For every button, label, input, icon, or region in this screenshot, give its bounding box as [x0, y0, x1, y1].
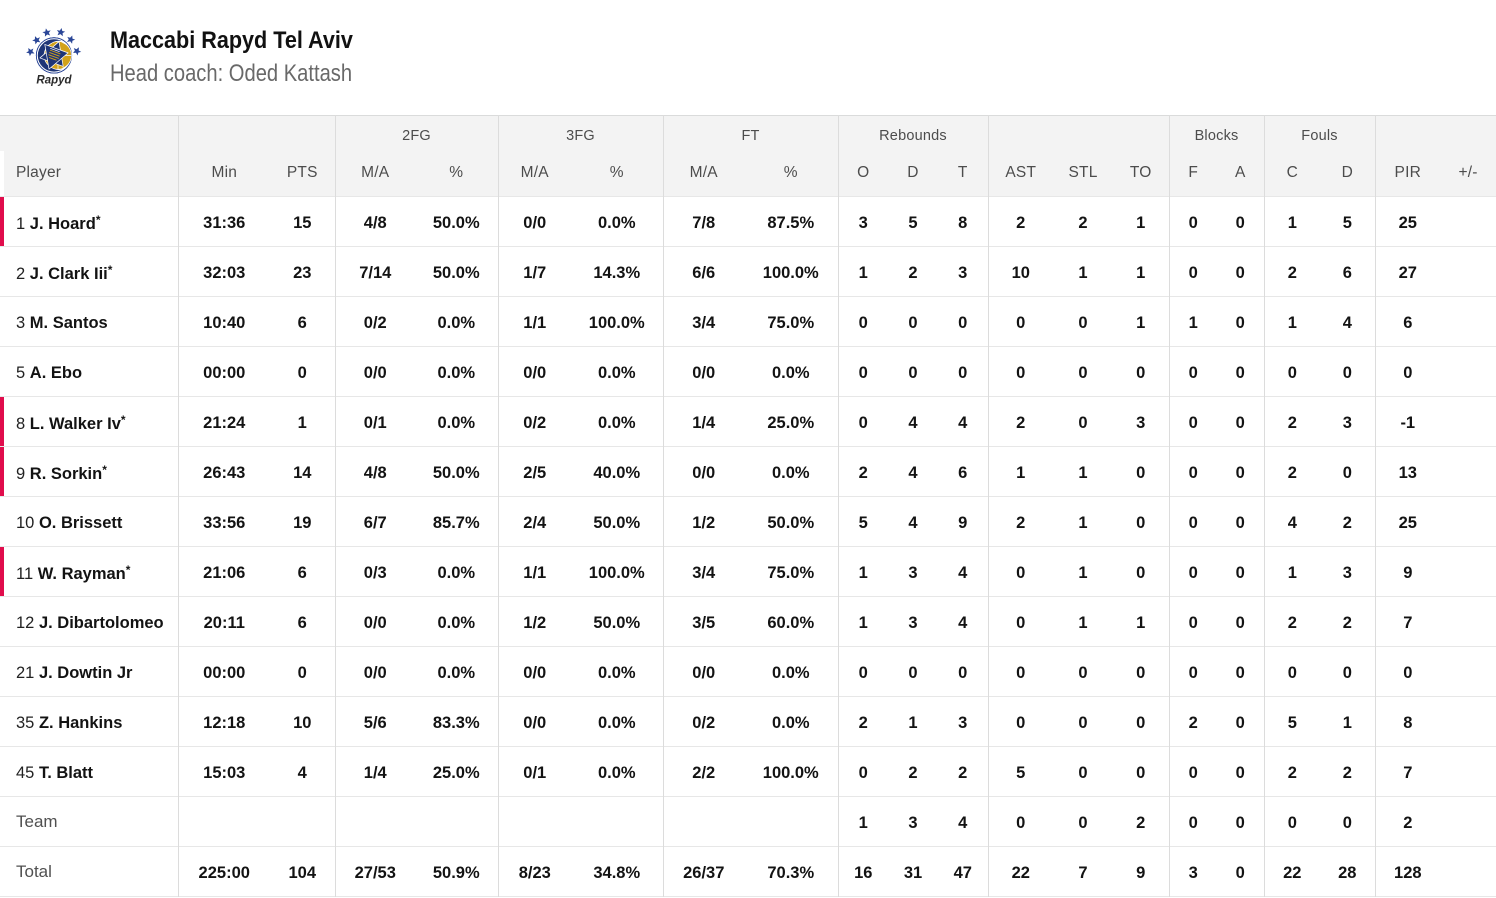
svg-text:Rapyd: Rapyd	[36, 75, 72, 87]
